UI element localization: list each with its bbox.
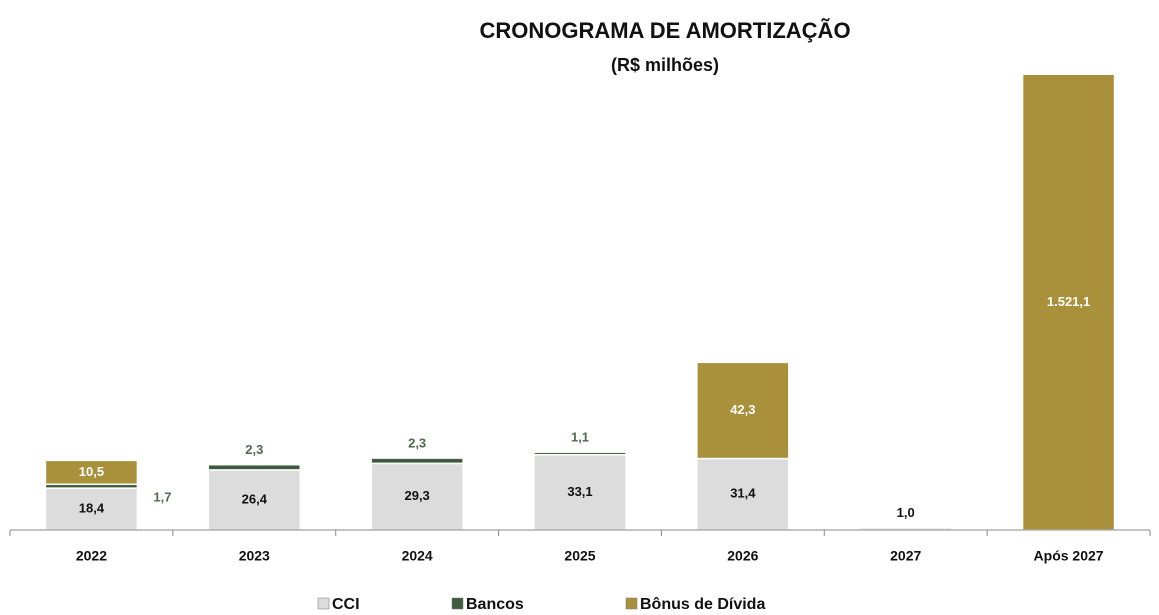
data-label: 1,7 [153,490,171,505]
data-label: 31,4 [730,486,756,501]
data-label: 42,3 [730,402,755,417]
x-tick-label: 2025 [564,548,595,564]
bar-segment [696,361,790,460]
x-tick-label: 2022 [76,548,107,564]
data-label: 29,3 [404,488,429,503]
data-label: 1,1 [571,430,589,445]
chart-subtitle: (R$ milhões) [611,55,719,75]
chart-title: CRONOGRAMA DE AMORTIZAÇÃO [479,18,850,43]
legend-label: CCI [332,596,360,613]
data-label: 1,0 [897,505,915,520]
data-label: 26,4 [242,491,268,506]
bar-segment [207,469,302,531]
bar-segment [44,459,139,486]
bar-segment [370,457,464,465]
bar-segment [1021,75,1116,531]
x-tick-label: Após 2027 [1034,548,1104,564]
x-tick-label: 2023 [239,548,270,564]
x-tick-label: 2026 [727,548,758,564]
bar-segment [207,463,302,471]
data-label: 18,4 [79,501,105,516]
x-tick-label: 2027 [890,548,921,564]
data-label: 2,3 [245,442,263,457]
plot-area [44,75,1116,531]
x-tick-label: 2024 [402,548,433,564]
legend-swatch [625,597,638,610]
bar-segment [533,451,627,456]
legend-label: Bônus de Dívida [640,596,765,613]
legend-swatch [451,597,464,610]
data-label: 33,1 [567,484,592,499]
legend-swatch [317,597,330,610]
legend-label: Bancos [466,596,524,613]
data-label: 2,3 [408,436,426,451]
data-label: 10,5 [79,464,104,479]
bar-segment [44,487,139,531]
data-label: 1.521,1 [1047,294,1090,309]
